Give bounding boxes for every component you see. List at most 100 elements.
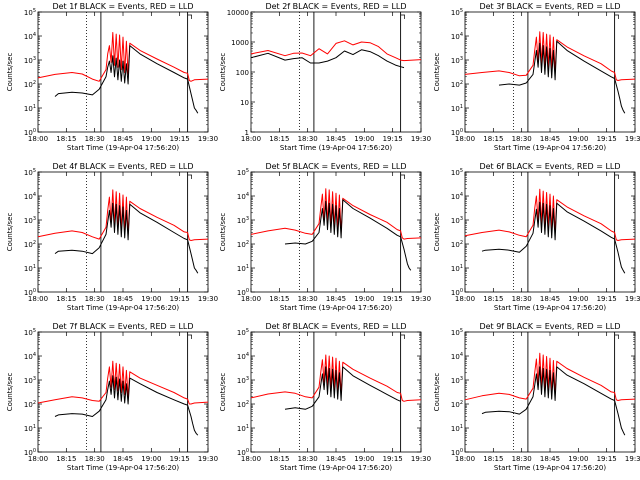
plot-frame [464,171,636,293]
y-tick-label: 100 [237,448,249,457]
bracket-mark [400,174,405,179]
x-tick-label: 18:00 [28,135,48,143]
bracket-mark [614,334,619,339]
x-axis-label: Start Time (19-Apr-04 17:56:20) [280,464,392,472]
x-tick-label: 18:00 [28,295,48,303]
x-tick-label: 18:15 [56,455,76,463]
x-tick-label: 18:30 [512,135,532,143]
x-tick-label: 19:15 [597,135,617,143]
x-tick-label: 19:30 [411,135,431,143]
series-line-lld [37,360,209,405]
y-tick-label: 104 [451,32,463,41]
y-axis-label: Counts/sec [219,373,227,412]
series-line-lld [250,354,422,402]
y-axis-label: Counts/sec [219,213,227,252]
y-tick-label: 104 [237,192,249,201]
y-tick-label: 100 [237,288,249,297]
chart-title: Det 9f BLACK = Events, RED = LLD [479,322,620,331]
chart-title: Det 5f BLACK = Events, RED = LLD [265,162,406,171]
x-tick-label: 18:45 [113,295,133,303]
x-tick-label: 18:45 [326,295,346,303]
x-tick-label: 19:00 [354,295,374,303]
y-tick-label: 105 [451,8,463,17]
series-line-events [54,375,199,436]
y-tick-label: 102 [451,240,463,249]
series-line-events [481,366,626,436]
series-line-events [284,366,401,410]
y-tick-label: 104 [24,32,36,41]
x-tick-label: 18:30 [512,455,532,463]
y-tick-label: 10 [240,99,249,107]
y-tick-label: 102 [237,240,249,249]
chart-title: Det 7f BLACK = Events, RED = LLD [52,322,193,331]
x-tick-label: 18:15 [269,135,289,143]
x-tick-label: 18:45 [326,455,346,463]
series-line-events [284,199,412,271]
y-tick-label: 104 [451,352,463,361]
x-tick-label: 19:00 [354,135,374,143]
y-tick-label: 105 [451,168,463,177]
bracket-mark [187,174,192,179]
x-axis-label: Start Time (19-Apr-04 17:56:20) [67,304,179,312]
x-tick-label: 18:15 [269,295,289,303]
x-tick-label: 19:30 [411,295,431,303]
y-tick-label: 101 [24,264,36,273]
x-tick-label: 18:45 [540,455,560,463]
chart-title: Det 4f BLACK = Events, RED = LLD [52,162,193,171]
bracket-mark [400,14,405,19]
x-tick-label: 19:30 [625,135,640,143]
x-tick-label: 19:15 [170,455,190,463]
x-tick-label: 19:15 [170,135,190,143]
x-tick-label: 18:15 [56,135,76,143]
x-tick-label: 18:45 [113,135,133,143]
x-tick-label: 18:30 [298,135,318,143]
y-tick-label: 101 [24,424,36,433]
panel-det-3f: Det 3f BLACK = Events, RED = LLD 100 101 10… [433,2,640,152]
x-tick-label: 18:00 [241,295,261,303]
y-axis-label: Counts/sec [6,373,14,412]
y-tick-label: 102 [24,400,36,409]
plot-frame [464,331,636,453]
x-tick-label: 18:30 [298,455,318,463]
y-tick-label: 104 [24,192,36,201]
x-tick-label: 18:30 [298,295,318,303]
x-axis-label: Start Time (19-Apr-04 17:56:20) [494,464,606,472]
bracket-mark [187,334,192,339]
y-axis-label: Counts/sec [6,213,14,252]
y-tick-label: 102 [451,400,463,409]
chart-title: Det 2f BLACK = Events, RED = LLD [265,2,406,11]
bracket-mark [614,174,619,179]
panel-det-2f: Det 2f BLACK = Events, RED = LLD 1 10 100 10… [219,2,431,152]
y-tick-label: 101 [451,104,463,113]
x-tick-label: 18:00 [28,455,48,463]
series-line-lld [37,32,209,82]
x-tick-label: 19:15 [383,455,403,463]
y-tick-label: 103 [237,216,249,225]
x-axis-label: Start Time (19-Apr-04 17:56:20) [280,304,392,312]
x-tick-label: 19:30 [198,455,218,463]
x-tick-label: 18:15 [483,135,503,143]
y-tick-label: 101 [237,264,249,273]
series-line-lld [37,189,209,241]
series-line-events [250,49,405,69]
y-tick-label: 100 [24,448,36,457]
x-tick-label: 19:30 [411,455,431,463]
x-tick-label: 19:00 [568,455,588,463]
x-tick-label: 19:30 [625,455,640,463]
series-line-events [54,45,199,114]
y-tick-label: 1000 [231,39,249,47]
chart-title: Det 3f BLACK = Events, RED = LLD [479,2,620,11]
y-tick-label: 101 [451,424,463,433]
y-tick-label: 102 [237,400,249,409]
y-tick-label: 103 [451,216,463,225]
panel-det-5f: Det 5f BLACK = Events, RED = LLD 100 101 10… [219,162,431,312]
y-tick-label: 105 [24,168,36,177]
bracket-mark [614,14,619,19]
plot-frame [250,11,422,133]
x-axis-label: Start Time (19-Apr-04 17:56:20) [494,144,606,152]
x-tick-label: 19:00 [141,295,161,303]
y-axis-label: Counts/sec [219,53,227,92]
y-tick-label: 100 [24,288,36,297]
series-line-lld [250,40,422,62]
